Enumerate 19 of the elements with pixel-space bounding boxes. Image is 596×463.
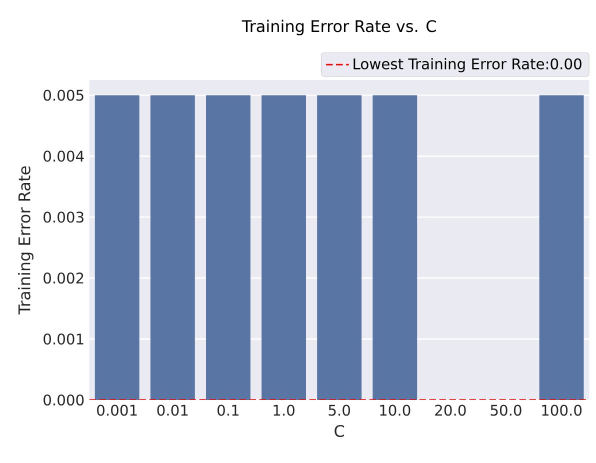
x-tick-label: 0.1 (218, 404, 239, 416)
x-tick-label: 0.01 (157, 404, 188, 416)
x-tick-label: 100.0 (542, 404, 582, 416)
y-tick-label: 0.003 (44, 212, 84, 223)
x-tick-label: 10.0 (380, 404, 410, 416)
y-tick-label: 0.004 (44, 150, 84, 162)
y-tick-label: 0.000 (44, 394, 84, 406)
y-tick-label: 0.005 (44, 90, 84, 101)
x-tick-label: 1.0 (274, 404, 294, 416)
y-tick-label: 0.002 (44, 272, 84, 284)
x-tick-label: 20.0 (435, 404, 466, 416)
x-tick-label: 0.001 (97, 404, 137, 416)
y-axis-title: Training Error Rate (18, 166, 34, 315)
x-tick-label: 50.0 (490, 404, 522, 416)
legend-label: Lowest Training Error Rate:0.00 (354, 58, 582, 72)
x-axis-title: C (334, 425, 344, 438)
y-tick-label: 0.001 (44, 334, 84, 345)
x-tick-label: 5.0 (328, 404, 350, 416)
chart-title: Training Error Rate vs. C (242, 20, 436, 36)
